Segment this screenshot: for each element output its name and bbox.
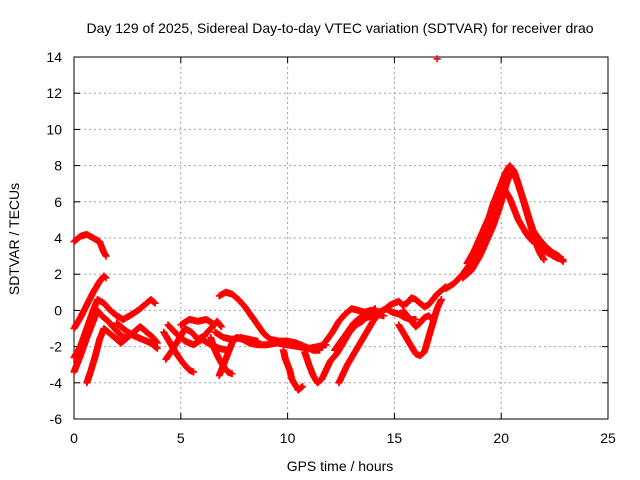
- series-track-05: [83, 323, 161, 387]
- series-track-15: [279, 346, 307, 394]
- data-point: [429, 315, 437, 323]
- chart-title: Day 129 of 2025, Sidereal Day-to-day VTE…: [86, 20, 593, 36]
- series-track-02: [70, 272, 110, 332]
- series-track-14: [215, 288, 324, 354]
- series-track-20: [395, 296, 445, 360]
- x-tick-label: 10: [280, 430, 296, 446]
- data-point: [151, 299, 159, 307]
- series-track-22: [433, 55, 441, 63]
- y-tick-label: 2: [54, 266, 62, 282]
- x-tick-label: 5: [177, 430, 185, 446]
- data-point: [217, 323, 225, 331]
- axis-ticks: 0 5 10 15 20 25 -6 -4 -2 0 2 4 6 8 10 12 14: [46, 49, 616, 446]
- data-point: [102, 252, 110, 260]
- y-axis-label: SDTVAR / TECUs: [6, 183, 22, 295]
- data-point: [428, 315, 436, 323]
- y-tick-label: 10: [46, 121, 62, 137]
- x-tick-label: 0: [70, 430, 78, 446]
- y-tick-label: -6: [50, 411, 63, 427]
- y-tick-label: 4: [54, 230, 62, 246]
- data-point: [540, 256, 548, 264]
- series-track-21: [399, 306, 437, 331]
- data-point: [437, 296, 445, 304]
- data-point: [299, 382, 307, 390]
- x-tick-label: 20: [493, 430, 509, 446]
- data-point: [211, 321, 219, 329]
- y-tick-label: -2: [50, 339, 63, 355]
- y-tick-label: 8: [54, 158, 62, 174]
- data-point: [190, 368, 198, 376]
- series-track-08: [162, 317, 225, 363]
- x-axis-label: GPS time / hours: [287, 458, 394, 474]
- series-track-17: [316, 305, 388, 352]
- x-tick-label: 15: [387, 430, 403, 446]
- data-points: [70, 55, 567, 394]
- data-point: [150, 298, 158, 306]
- y-tick-label: 0: [54, 302, 62, 318]
- y-tick-label: -4: [50, 375, 63, 391]
- series-track-01: [70, 230, 110, 260]
- data-point: [228, 370, 236, 378]
- data-point: [297, 383, 305, 391]
- data-point: [152, 344, 160, 352]
- series-track-06: [113, 319, 161, 352]
- data-point: [433, 55, 441, 63]
- series-track-04: [70, 296, 159, 361]
- y-tick-label: 6: [54, 194, 62, 210]
- series-track-25: [463, 187, 567, 267]
- data-point: [254, 337, 262, 345]
- y-tick-label: 14: [46, 49, 62, 65]
- data-point: [101, 273, 109, 281]
- data-point: [559, 256, 567, 264]
- series-track-10: [177, 315, 219, 329]
- x-tick-label: 25: [600, 430, 616, 446]
- series-track-13: [211, 328, 262, 345]
- data-point: [102, 274, 110, 282]
- grid: [74, 57, 608, 419]
- y-tick-label: 12: [46, 85, 62, 101]
- data-point: [153, 344, 161, 352]
